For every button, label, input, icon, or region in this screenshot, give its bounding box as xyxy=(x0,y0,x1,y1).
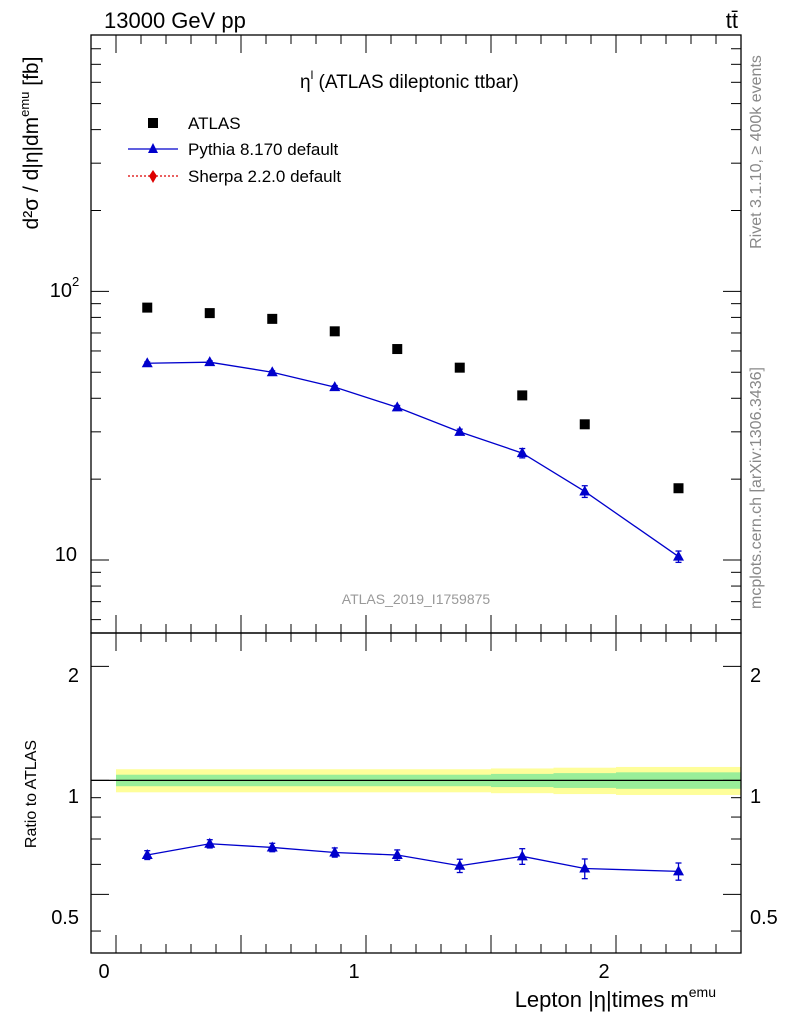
pythia-ratio-point xyxy=(266,841,278,852)
legend-sherpa-marker xyxy=(149,170,157,183)
atlas-point xyxy=(517,390,528,401)
plot-title: ηl (ATLAS dileptonic ttbar) xyxy=(300,68,519,93)
x-tick-label-0: 0 xyxy=(98,961,109,983)
pythia-ratio-point xyxy=(204,837,216,848)
pythia-ratio-point xyxy=(579,862,591,873)
main-panel: 10 10 2 ηl (ATLAS dileptonic ttbar) ATLA… xyxy=(50,34,742,634)
pythia-ratio-point xyxy=(391,849,403,860)
ratio-tick-label-0.5-right: 0.5 xyxy=(750,907,778,929)
pythia-point xyxy=(673,550,684,561)
header-right: tt̄ xyxy=(726,8,738,33)
ratio-uncertainty-band xyxy=(91,766,741,795)
pythia-line xyxy=(147,361,679,558)
pythia-ratio-point xyxy=(141,849,153,860)
x-axis-label: Lepton |η|times memu xyxy=(515,984,716,1012)
pythia-ratio-point xyxy=(673,865,684,876)
ratio-tick-label-1-right: 1 xyxy=(750,786,761,808)
atlas-point xyxy=(579,419,590,430)
ratio-y-axis-label: Ratio to ATLAS xyxy=(23,740,40,848)
y-tick-label-100-exp: 2 xyxy=(72,274,79,289)
atlas-point xyxy=(454,362,465,373)
legend-sherpa-label: Sherpa 2.2.0 default xyxy=(188,167,341,186)
atlas-point xyxy=(267,313,278,324)
pythia-ratio-line xyxy=(147,843,679,873)
ratio-y-tick-labels: 0.5 1 2 0.5 1 2 xyxy=(51,665,778,929)
ratio-panel: 0.5 1 2 0.5 1 2 xyxy=(51,632,778,954)
pythia-point xyxy=(391,401,403,412)
pythia-ratio-point xyxy=(329,846,341,857)
main-y-tick-labels: 10 10 2 xyxy=(50,274,79,566)
atlas-point xyxy=(204,308,215,319)
pythia-point xyxy=(516,447,528,458)
ratio-tick-label-2-left: 2 xyxy=(68,665,79,687)
main-series xyxy=(141,302,684,564)
main-y-axis-label: d²σ / d|η|dmemu [fb] xyxy=(17,57,43,230)
atlas-point xyxy=(392,344,403,355)
ratio-series xyxy=(141,837,684,881)
pythia-point xyxy=(204,356,216,367)
x-tick-label-1: 1 xyxy=(348,961,359,983)
side-rivet: Rivet 3.1.10, ≥ 400k events xyxy=(748,55,765,249)
pythia-point xyxy=(579,485,591,496)
atlas-point xyxy=(329,326,340,337)
legend-atlas-marker xyxy=(148,118,158,128)
atlas-point xyxy=(142,302,153,313)
legend-pythia-marker xyxy=(148,143,158,153)
y-tick-label-10: 10 xyxy=(55,544,77,566)
legend-atlas-label: ATLAS xyxy=(188,114,241,133)
analysis-watermark: ATLAS_2019_I1759875 xyxy=(342,591,491,607)
header-left: 13000 GeV pp xyxy=(104,8,246,33)
pythia-point xyxy=(266,366,278,377)
atlas-point xyxy=(673,483,684,494)
ratio-frame xyxy=(90,632,742,954)
legend-pythia-label: Pythia 8.170 default xyxy=(188,140,339,159)
pythia-point xyxy=(329,381,341,392)
side-mcplots: mcplots.cern.ch [arXiv:1306.3436] xyxy=(748,367,765,609)
ratio-tick-label-0.5-left: 0.5 xyxy=(51,907,79,929)
ratio-tick-label-1-left: 1 xyxy=(68,786,79,808)
x-tick-labels: 0 1 2 xyxy=(98,961,609,983)
pythia-ratio-point xyxy=(516,850,528,861)
pythia-point xyxy=(454,425,466,436)
pythia-point xyxy=(141,357,153,368)
x-tick-label-2: 2 xyxy=(598,961,609,983)
y-tick-label-100: 10 xyxy=(50,280,72,302)
pythia-ratio-point xyxy=(454,859,466,870)
ratio-tick-label-2-right: 2 xyxy=(750,665,761,687)
legend: ATLAS Pythia 8.170 default Sherpa 2.2.0 … xyxy=(128,114,341,186)
